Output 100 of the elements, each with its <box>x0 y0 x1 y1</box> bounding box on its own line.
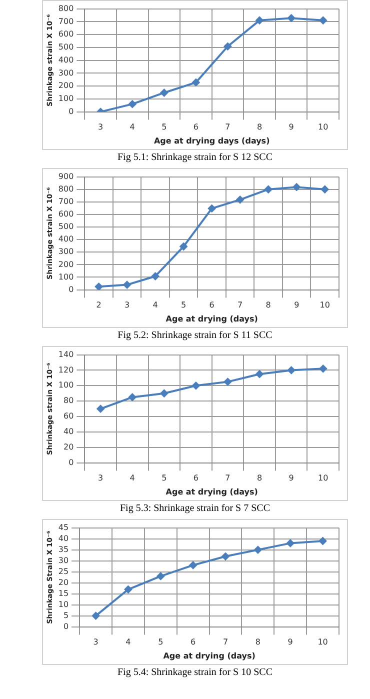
point <box>128 393 136 402</box>
x-tick-label: 7 <box>225 474 230 483</box>
y-tick-label: 500 <box>58 222 74 232</box>
y-tick-label: 700 <box>58 16 74 26</box>
x-tick-label: 5 <box>181 300 186 310</box>
x-tick-label: 3 <box>124 300 130 310</box>
y-tick-label: 60 <box>63 412 74 421</box>
y-tick-label: 45 <box>58 522 69 532</box>
y-tick-label: 400 <box>58 55 74 64</box>
point <box>287 14 296 22</box>
point <box>192 382 200 390</box>
x-tick-label: 8 <box>255 638 260 647</box>
y-tick-label: 20 <box>58 578 69 587</box>
y-tick-label: 0 <box>68 458 74 467</box>
y-tick-label: 0 <box>68 106 74 116</box>
caption: Fig 5.1: Shrinkage strain for S 12 SCC <box>117 152 272 163</box>
point <box>156 572 165 580</box>
x-tick-label: 9 <box>288 638 293 647</box>
x-tick-label: 7 <box>225 122 230 132</box>
x-tick-label: 9 <box>294 300 300 310</box>
y-tick-label: 800 <box>58 4 74 13</box>
x-tick-label: 9 <box>288 474 294 483</box>
y-tick-label: 500 <box>58 42 74 52</box>
x-tick-label: 8 <box>256 474 262 483</box>
point <box>189 561 198 570</box>
point <box>264 185 272 194</box>
x-tick-label: 4 <box>130 122 135 132</box>
x-tick-label: 5 <box>162 122 167 132</box>
point <box>94 282 103 290</box>
x-tick-label: 5 <box>158 638 164 647</box>
x-tick-label: 4 <box>130 474 135 483</box>
x-tick-label: 4 <box>152 300 158 310</box>
y-tick-label: 80 <box>63 396 74 406</box>
point <box>160 389 168 398</box>
x-tick-label: 6 <box>193 122 198 132</box>
y-tick-label: 900 <box>58 172 74 181</box>
point <box>124 585 132 594</box>
point <box>208 204 216 212</box>
y-tick-label: 10 <box>58 600 69 609</box>
point <box>256 370 264 378</box>
x-tick-label: 9 <box>288 122 294 132</box>
x-tick-label: 3 <box>98 474 104 483</box>
y-tick-label: 20 <box>63 442 74 452</box>
x-tick-label: 7 <box>238 300 243 310</box>
point <box>128 100 136 108</box>
y-tick-label: 0 <box>63 622 69 631</box>
x-tick-label: 8 <box>266 300 271 310</box>
y-tick-label: 400 <box>58 234 74 244</box>
x-axis-title: Age at drying days (days) <box>154 136 270 146</box>
y-tick-label: 300 <box>58 68 74 78</box>
y-tick-label: 0 <box>68 284 74 294</box>
point <box>123 280 132 289</box>
y-tick-label: 40 <box>63 427 74 436</box>
x-tick-label: 3 <box>98 122 104 132</box>
x-axis-title: Age at drying (days) <box>163 651 256 660</box>
x-tick-label: 8 <box>256 122 262 132</box>
point <box>256 16 264 24</box>
point <box>160 88 168 97</box>
caption: Fig 5.3: Shrinkage strain for S 7 SCC <box>120 503 270 514</box>
point <box>320 185 329 194</box>
y-tick-label: 30 <box>58 556 69 565</box>
point <box>224 42 232 50</box>
x-tick-label: 6 <box>193 474 198 483</box>
point <box>92 612 100 620</box>
point <box>192 78 200 86</box>
y-tick-label: 100 <box>58 380 74 390</box>
y-tick-label: 120 <box>58 365 74 374</box>
point <box>287 366 296 374</box>
point <box>286 539 294 548</box>
x-tick-label: 2 <box>96 300 102 310</box>
x-axis-title: Age at drying (days) <box>166 314 258 324</box>
y-tick-label: 700 <box>58 196 74 206</box>
y-tick-label: 25 <box>58 566 69 576</box>
y-tick-label: 200 <box>58 260 74 269</box>
x-axis-title: Age at drying (days) <box>166 487 258 496</box>
point <box>254 546 262 554</box>
point <box>292 183 301 192</box>
point <box>319 16 328 24</box>
y-tick-label: 40 <box>58 534 69 543</box>
y-tick-label: 100 <box>58 272 74 282</box>
y-tick-label: 800 <box>58 184 74 194</box>
point <box>96 404 105 413</box>
y-tick-label: 200 <box>58 81 74 90</box>
x-tick-label: 4 <box>126 638 131 647</box>
y-tick-label: 600 <box>58 210 74 219</box>
caption: Fig 5.4: Shrinkage strain for S 10 SCC <box>117 667 272 678</box>
x-tick-label: 10 <box>320 300 330 310</box>
y-tick-label: 15 <box>58 588 69 598</box>
point <box>224 378 232 386</box>
x-tick-label: 7 <box>222 638 228 647</box>
point <box>236 196 244 204</box>
y-tick-label: 35 <box>58 544 69 554</box>
y-tick-label: 300 <box>58 247 74 256</box>
x-tick-label: 6 <box>190 638 196 647</box>
caption: Fig 5.2: Shrinkage strain for S 11 SCC <box>118 330 272 341</box>
point <box>151 272 160 280</box>
point <box>318 537 327 545</box>
x-tick-label: 6 <box>209 300 214 310</box>
y-tick-label: 140 <box>58 350 74 359</box>
point <box>319 364 328 373</box>
